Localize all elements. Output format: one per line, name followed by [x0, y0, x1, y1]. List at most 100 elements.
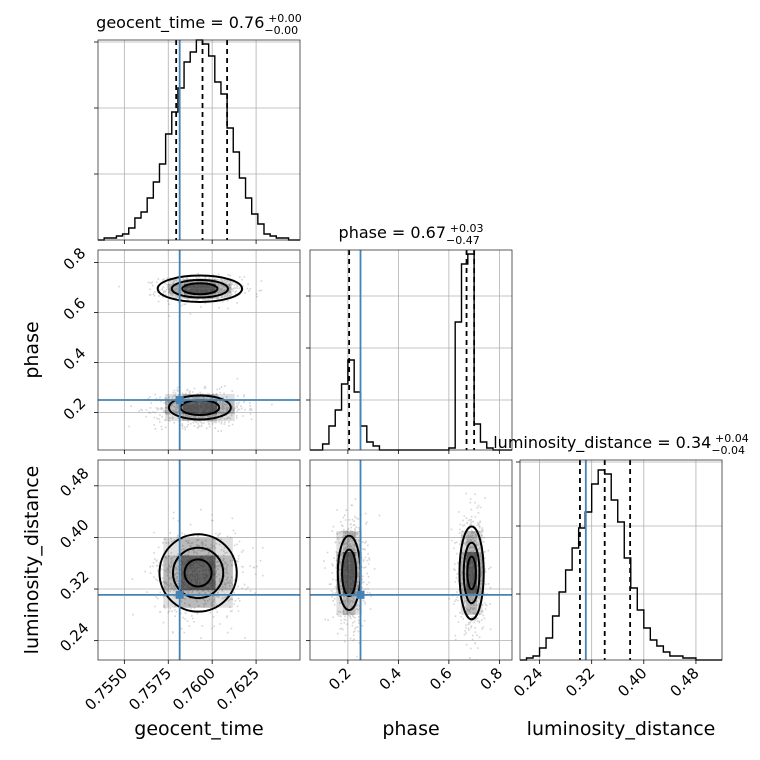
density-cell: [168, 278, 185, 284]
title-main: geocent_time = 0.76: [96, 13, 264, 33]
contour-level-1: [172, 546, 225, 600]
density-cell: [336, 531, 343, 552]
density-cell: [217, 400, 235, 408]
y-tick-label: 0.8: [60, 244, 90, 274]
x-tick-label: 0.7575: [125, 664, 175, 714]
y-tick-label: 0.4: [60, 344, 90, 374]
density-cell: [184, 283, 200, 289]
contour-level-1: [167, 394, 232, 421]
density-cell: [471, 531, 478, 552]
density-cell: [336, 552, 343, 573]
contour-level-0: [466, 555, 477, 591]
y-tick-label: 0.32: [56, 567, 92, 603]
y-axis-label-luminosity_distance: luminosity_distance: [21, 466, 43, 655]
density-cell: [342, 572, 350, 594]
density-cell: [180, 572, 199, 591]
y-tick-label: 0.2: [60, 394, 90, 424]
density-cell: [349, 531, 356, 552]
density-cell: [198, 572, 216, 591]
density-cell: [184, 288, 200, 294]
density-cell: [215, 283, 232, 289]
histogram-luminosity_distance: [520, 469, 722, 661]
density-cell: [355, 572, 362, 594]
density-cell: [163, 538, 181, 556]
x-tick-label: 0.4: [376, 664, 406, 694]
panel-frame: [97, 459, 301, 661]
x-tick-label: 0.32: [562, 664, 598, 700]
x-axis-label-luminosity_distance: luminosity_distance: [527, 718, 716, 740]
density-cell: [349, 552, 356, 573]
panel-title-phase: phase = 0.67−0.47+0.03: [339, 222, 484, 247]
title-main: phase = 0.67: [339, 223, 446, 242]
x-tick-label: 0.24: [510, 664, 546, 700]
density-cell: [199, 278, 216, 284]
density-cell: [215, 278, 232, 284]
title-lower-error: −0.00: [264, 24, 298, 37]
truth-marker: [356, 590, 365, 599]
panel-title-luminosity_distance: luminosity_distance = 0.34−0.04+0.04: [493, 432, 749, 457]
x-tick-label: 0.7600: [169, 664, 219, 714]
density-cell: [182, 407, 200, 415]
density-cell: [215, 538, 233, 556]
panel-title-geocent_time: geocent_time = 0.76−0.00+0.00: [96, 12, 302, 37]
density-cell: [336, 572, 343, 594]
density-cell: [336, 593, 343, 615]
title-upper-error: +0.00: [268, 12, 302, 25]
contour-panel-geocent_time-luminosity_distance: [94, 459, 301, 664]
density-cell: [168, 288, 185, 294]
density-cell: [355, 531, 362, 552]
density-cell: [217, 414, 235, 421]
hist-panel-phase: [306, 249, 513, 454]
hist-panel-luminosity_distance: [516, 459, 723, 664]
density-cell: [182, 414, 200, 421]
density-cell: [342, 552, 350, 573]
contour-level-2: [158, 533, 238, 613]
x-tick-label: 0.8: [477, 664, 507, 694]
density-cell: [199, 407, 218, 415]
density-cell: [199, 414, 218, 421]
contour-level-1: [462, 541, 481, 605]
x-axis-label-geocent_time: geocent_time: [134, 718, 263, 740]
density-cell: [215, 288, 232, 294]
title-upper-error: +0.03: [450, 222, 484, 235]
density-cell: [168, 283, 185, 289]
panel-frame: [519, 459, 723, 661]
panel-frame: [97, 249, 301, 451]
contour-level-1: [170, 278, 229, 299]
x-tick-label: 0.7625: [213, 664, 263, 714]
histogram-phase: [310, 253, 512, 451]
contour-level-0: [181, 282, 219, 296]
title-main: luminosity_distance = 0.34: [493, 433, 711, 453]
contour-level-0: [341, 548, 358, 598]
density-cell: [199, 400, 218, 408]
density-cell: [165, 414, 183, 421]
x-tick-label: 0.6: [426, 664, 456, 694]
density-cell: [217, 394, 235, 401]
density-cell: [349, 593, 356, 615]
density-cell: [165, 400, 183, 408]
density-cell: [199, 283, 216, 289]
density-cell: [466, 593, 472, 615]
density-cell: [182, 400, 200, 408]
density-cell: [180, 555, 199, 573]
truth-marker: [175, 590, 184, 599]
panel-content: [98, 460, 300, 660]
density-cell: [342, 531, 350, 552]
density-cell: [342, 593, 350, 615]
density-cell: [355, 552, 362, 573]
density-cell: [466, 531, 472, 552]
x-axis-label-phase: phase: [382, 718, 439, 740]
contour-panel-geocent_time-phase: [94, 249, 301, 454]
density-cell: [165, 407, 183, 415]
panel-frame: [97, 39, 301, 241]
density-cell: [355, 593, 362, 615]
density-cell: [168, 293, 185, 299]
density-cell: [182, 394, 200, 401]
y-tick-label: 0.6: [60, 294, 90, 324]
truth-marker: [175, 396, 184, 404]
panel-content: [310, 460, 512, 660]
contour-level-2: [458, 525, 485, 621]
panel-frame: [309, 249, 513, 451]
x-tick-label: 0.40: [614, 664, 650, 700]
